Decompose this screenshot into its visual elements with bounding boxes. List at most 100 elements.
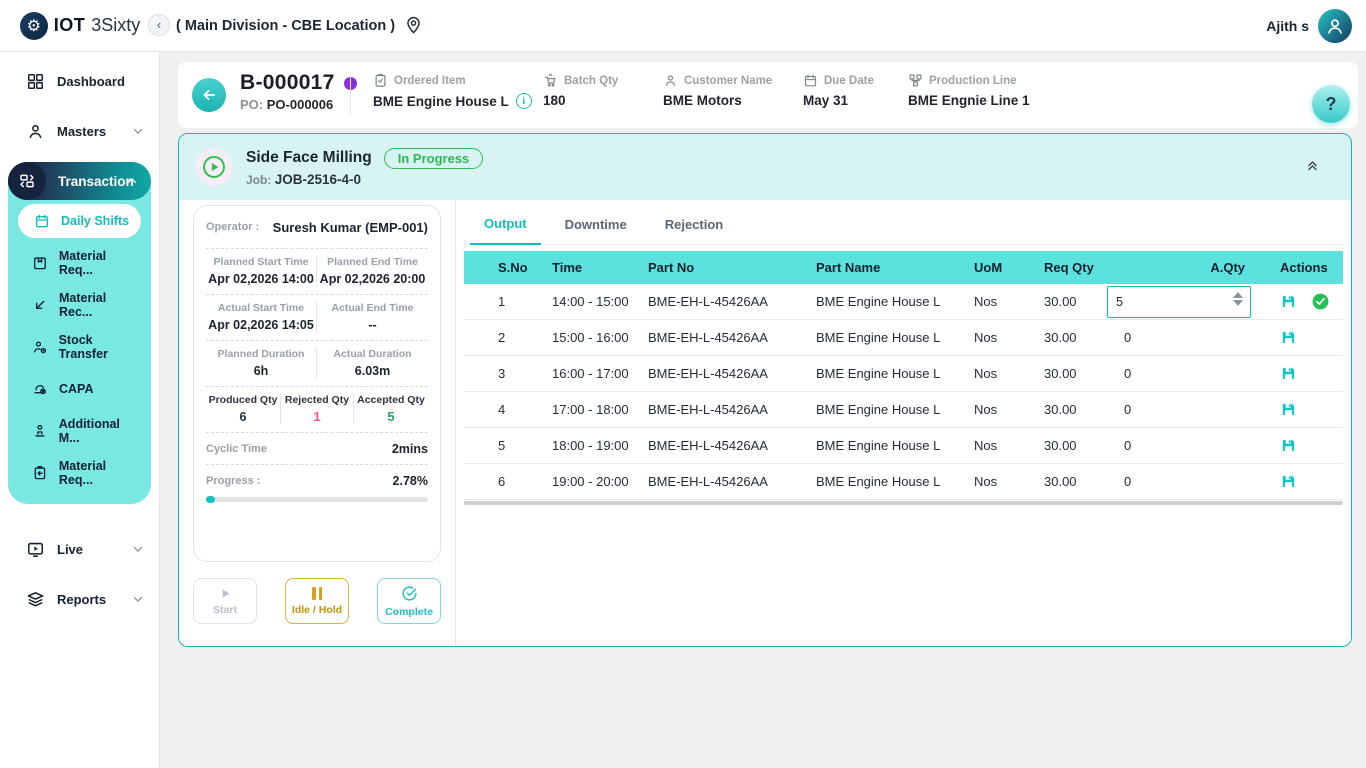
sidebar-item-live[interactable]: Live: [0, 524, 159, 574]
chevron-down-icon: [131, 124, 145, 138]
job-card-body: Operator : Suresh Kumar (EMP-001) Planne…: [179, 200, 1351, 646]
cell-sno: 1: [464, 294, 552, 309]
field-label: Production Line: [929, 75, 1017, 87]
aqty-input[interactable]: [1107, 286, 1251, 318]
planned-start-label: Planned Start Time: [206, 256, 316, 268]
field-value: May 31: [803, 93, 908, 108]
cell-part-name: BME Engine House L: [816, 474, 974, 489]
confirm-button[interactable]: [1311, 292, 1330, 311]
cell-sno: 2: [464, 330, 552, 345]
cell-aqty: 0: [1107, 366, 1257, 381]
divider: [350, 75, 351, 115]
save-button[interactable]: [1280, 437, 1297, 454]
save-button[interactable]: [1280, 329, 1297, 346]
sidebar-item-label: Material Rec...: [59, 291, 143, 319]
breadcrumb-text: ( Main Division - CBE Location ): [176, 18, 395, 34]
produced-qty-label: Produced Qty: [206, 394, 280, 406]
field-label: Batch Qty: [564, 75, 618, 87]
start-button-label: Start: [213, 604, 237, 616]
sidebar-item-material-request[interactable]: Material Req...: [16, 242, 143, 284]
planned-start-value: Apr 02,2026 14:00: [206, 272, 316, 286]
spinner-up-icon[interactable]: [1233, 292, 1243, 298]
sidebar-item-label: Daily Shifts: [61, 214, 129, 228]
tab-output[interactable]: Output: [470, 216, 541, 245]
job-control-buttons: Start Idle / Hold Complete: [193, 578, 441, 624]
clipboard-icon: [373, 73, 388, 88]
complete-button[interactable]: Complete: [377, 578, 441, 624]
transaction-icon: [8, 162, 46, 200]
cell-aqty: 0: [1107, 402, 1257, 417]
col-header-req-qty: Req Qty: [1044, 260, 1107, 275]
job-card-header: Side Face Milling In Progress Job: JOB-2…: [179, 134, 1351, 200]
start-button[interactable]: Start: [193, 578, 257, 624]
location-pin-icon[interactable]: [404, 16, 423, 35]
info-icon[interactable]: i: [516, 93, 532, 109]
planned-duration-value: 6h: [206, 364, 316, 378]
idle-hold-button[interactable]: Idle / Hold: [285, 578, 349, 624]
sidebar-item-reports[interactable]: Reports: [0, 574, 159, 624]
job-detail-column: Operator : Suresh Kumar (EMP-001) Planne…: [179, 200, 456, 646]
cell-sno: 4: [464, 402, 552, 417]
layers-icon: [26, 590, 45, 609]
sidebar-item-material-return[interactable]: Material Req...: [16, 452, 143, 494]
main-content: B-000017 PO: PO-000006 Ordered Item: [160, 52, 1366, 768]
progress-fill: [206, 496, 215, 503]
sidebar-item-label: Dashboard: [57, 74, 125, 89]
sidebar-item-transaction[interactable]: Transaction: [8, 162, 151, 200]
cell-req-qty: 30.00: [1044, 474, 1107, 489]
produced-qty-value: 6: [206, 409, 280, 424]
sidebar-item-daily-shifts[interactable]: Daily Shifts: [18, 204, 141, 238]
col-header-part-name: Part Name: [816, 260, 974, 275]
table-row: 3 16:00 - 17:00 BME-EH-L-45426AA BME Eng…: [464, 356, 1343, 392]
save-button[interactable]: [1280, 401, 1297, 418]
job-card: Side Face Milling In Progress Job: JOB-2…: [178, 133, 1352, 647]
cell-part-no: BME-EH-L-45426AA: [648, 366, 816, 381]
horizontal-scrollbar[interactable]: [464, 501, 1343, 505]
user-avatar[interactable]: [1318, 9, 1352, 43]
collapse-card-icon[interactable]: [1304, 156, 1321, 178]
back-button[interactable]: [192, 78, 226, 112]
col-header-aqty: A.Qty: [1210, 260, 1257, 275]
breadcrumb: ( Main Division - CBE Location ): [176, 16, 423, 35]
job-detail-panel: Operator : Suresh Kumar (EMP-001) Planne…: [193, 205, 441, 562]
job-title-block: Side Face Milling In Progress Job: JOB-2…: [246, 148, 483, 187]
tab-rejection[interactable]: Rejection: [651, 217, 738, 244]
chevron-down-icon: [131, 592, 145, 606]
sidebar-item-masters[interactable]: Masters: [0, 106, 159, 156]
cell-aqty: 0: [1107, 330, 1257, 345]
help-button[interactable]: ?: [1312, 85, 1350, 123]
cell-part-name: BME Engine House L: [816, 438, 974, 453]
sidebar-item-material-receipt[interactable]: Material Rec...: [16, 284, 143, 326]
field-value: BME Engnie Line 1: [908, 93, 1088, 108]
sidebar-collapse-button[interactable]: ‹: [148, 14, 170, 36]
cyclic-time-value: 2mins: [392, 442, 428, 456]
sidebar-item-capa[interactable]: CAPA: [16, 368, 143, 410]
table-row: 6 19:00 - 20:00 BME-EH-L-45426AA BME Eng…: [464, 464, 1343, 500]
calendar-icon: [34, 213, 50, 229]
save-button[interactable]: [1280, 293, 1297, 310]
cell-sno: 6: [464, 474, 552, 489]
save-button[interactable]: [1280, 365, 1297, 382]
play-icon: [219, 587, 232, 600]
tab-downtime[interactable]: Downtime: [551, 217, 641, 244]
rejected-qty-label: Rejected Qty: [281, 394, 353, 406]
sidebar-item-label: Material Req...: [59, 459, 143, 487]
actual-start-value: Apr 02,2026 14:05: [206, 318, 316, 332]
idle-hold-button-label: Idle / Hold: [292, 604, 342, 616]
job-play-icon[interactable]: [195, 148, 233, 186]
spinner-control[interactable]: [1233, 292, 1243, 306]
app-root: ⚙ IOT 3Sixty ( Main Division - CBE Locat…: [0, 0, 1366, 768]
field-production-line: Production Line BME Engnie Line 1: [908, 73, 1088, 109]
save-button[interactable]: [1280, 473, 1297, 490]
sidebar-item-stock-transfer[interactable]: Stock Transfer: [16, 326, 143, 368]
job-status-badge: In Progress: [384, 148, 484, 169]
sidebar-item-additional-manpower[interactable]: Additional M...: [16, 410, 143, 452]
po-number: PO-000006: [267, 97, 334, 112]
field-value: BME Engine House L: [373, 94, 509, 109]
spinner-down-icon[interactable]: [1233, 300, 1243, 306]
arrow-down-left-icon: [32, 297, 48, 313]
actual-end-value: --: [317, 318, 428, 332]
sidebar-item-dashboard[interactable]: Dashboard: [0, 56, 159, 106]
cell-uom: Nos: [974, 474, 1044, 489]
accepted-qty-label: Accepted Qty: [354, 394, 428, 406]
